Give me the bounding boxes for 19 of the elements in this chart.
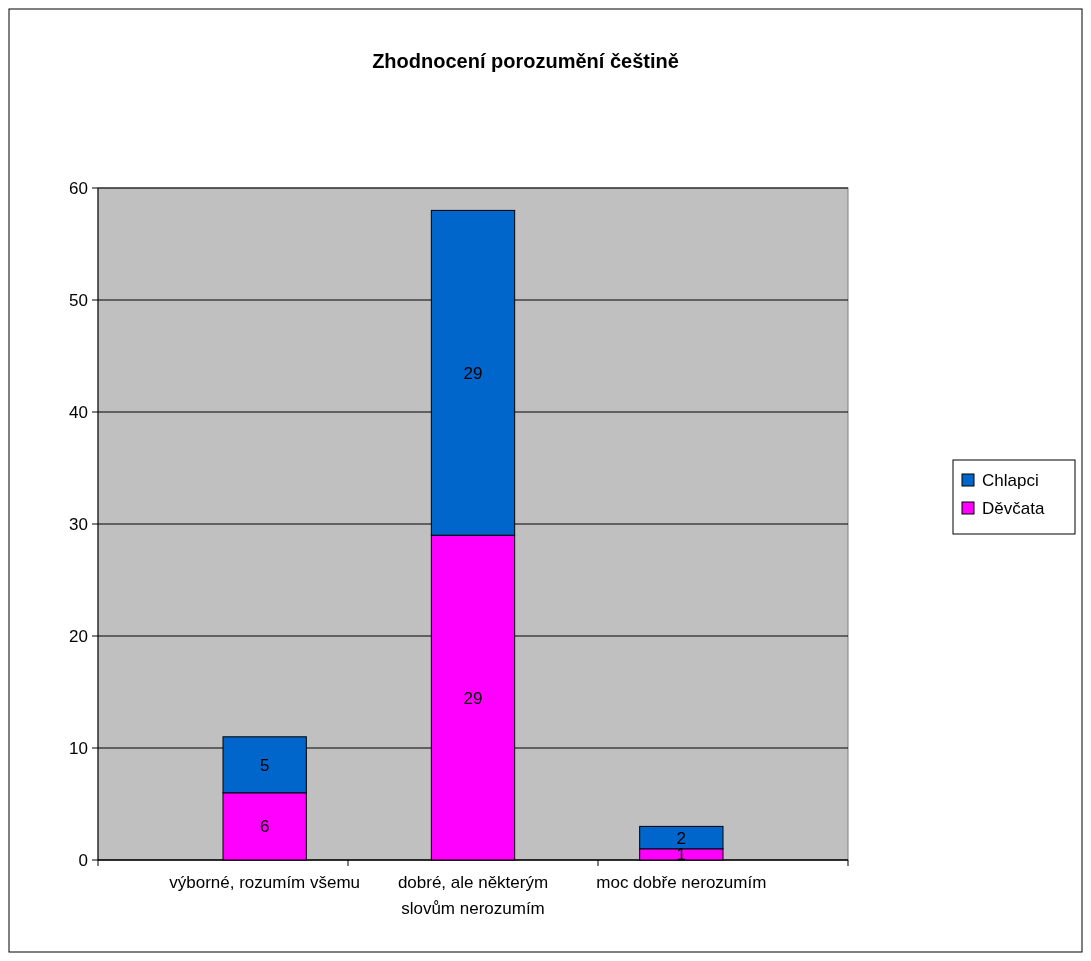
data-label: 29 <box>463 363 483 383</box>
x-tick-label: výborné, rozumím všemu <box>169 873 361 892</box>
chart-title: Zhodnocení porozumění češtině <box>372 50 679 72</box>
x-tick-label: dobré, ale některým slovům nerozumím <box>397 873 549 918</box>
y-tick-label: 30 <box>69 514 88 534</box>
legend-label: Děvčata <box>982 498 1045 518</box>
y-tick-label: 60 <box>69 178 88 198</box>
y-tick-label: 50 <box>69 290 88 310</box>
y-tick-label: 40 <box>69 402 88 422</box>
y-tick-label: 0 <box>78 850 88 870</box>
data-label: 6 <box>259 817 270 837</box>
data-label: 29 <box>463 688 483 708</box>
data-label: 1 <box>676 845 687 865</box>
legend-label: Chlapci <box>982 470 1039 490</box>
y-tick-label: 10 <box>69 738 88 758</box>
x-tick-label: moc dobře nerozumím <box>596 873 767 892</box>
data-label: 2 <box>676 828 687 848</box>
data-label: 5 <box>259 755 270 775</box>
y-tick-label: 20 <box>69 626 88 646</box>
